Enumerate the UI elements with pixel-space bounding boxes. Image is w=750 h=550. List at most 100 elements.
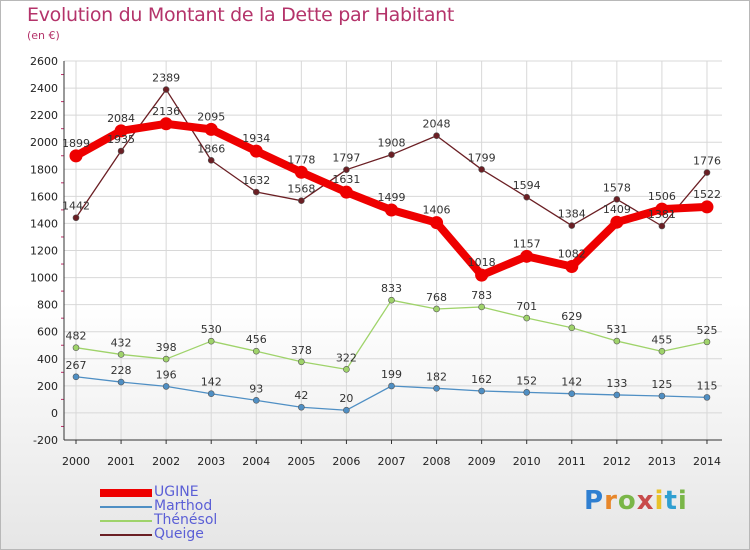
data-point <box>384 203 398 217</box>
data-point <box>658 392 666 400</box>
x-tick-label: 2006 <box>332 455 360 468</box>
data-point <box>433 384 440 392</box>
data-label: 267 <box>66 359 87 372</box>
data-label: 1908 <box>377 137 405 150</box>
data-label: 1866 <box>197 142 225 155</box>
data-point <box>162 383 170 390</box>
data-label: 115 <box>696 379 717 392</box>
data-label: 1594 <box>513 179 541 192</box>
data-label: 768 <box>426 291 447 304</box>
data-point <box>565 259 579 273</box>
data-point <box>159 117 173 131</box>
legend-swatch-marthod <box>100 506 152 508</box>
y-tick-label: 200 <box>37 380 58 393</box>
y-tick-label: 400 <box>37 353 58 366</box>
data-label: 1631 <box>332 173 360 186</box>
data-label: 228 <box>111 364 132 377</box>
data-label: 152 <box>516 374 537 387</box>
data-point <box>568 222 576 229</box>
y-tick-label: 2000 <box>30 136 58 149</box>
data-point <box>298 358 305 366</box>
data-label: 701 <box>516 300 537 313</box>
data-point <box>69 149 83 163</box>
x-tick-label: 2008 <box>423 455 451 468</box>
data-point <box>610 215 624 229</box>
data-point <box>613 196 621 203</box>
data-label: 1578 <box>603 181 631 194</box>
data-label: 20 <box>339 392 353 405</box>
data-label: 322 <box>336 351 357 364</box>
legend-label-marthod: Marthod <box>154 498 213 514</box>
data-point <box>430 216 444 230</box>
data-point <box>117 147 125 155</box>
legend-label-queige: Queige <box>154 526 204 542</box>
data-point <box>703 338 711 346</box>
data-label: 432 <box>111 336 132 349</box>
data-label: 1506 <box>648 190 676 203</box>
data-label: 629 <box>561 310 582 323</box>
data-label: 1778 <box>287 153 315 166</box>
data-point <box>475 268 489 282</box>
x-tick-label: 2002 <box>152 455 180 468</box>
data-label: 2389 <box>152 72 180 85</box>
data-point <box>72 344 80 351</box>
logo-letter: o <box>617 486 637 516</box>
data-point <box>703 169 711 176</box>
data-label: 42 <box>294 389 308 402</box>
data-label: 1797 <box>332 152 360 165</box>
data-point <box>162 86 170 93</box>
data-label: 1381 <box>648 208 676 221</box>
data-point <box>478 387 485 395</box>
data-point <box>249 144 263 158</box>
data-point <box>520 249 534 263</box>
data-label: 1157 <box>513 237 541 250</box>
axes: -200 0 200 400 600 800 1000 1200 1400 1600 1800 200… <box>30 55 722 468</box>
data-label: 162 <box>471 373 492 386</box>
y-tick-label: -200 <box>33 434 58 447</box>
data-label: 482 <box>66 330 87 343</box>
data-label: 1935 <box>107 133 135 146</box>
data-point <box>433 132 440 140</box>
data-point <box>478 303 485 311</box>
x-tick-label: 2003 <box>197 455 225 468</box>
data-label: 1776 <box>693 155 721 168</box>
data-label: 182 <box>426 370 447 383</box>
data-label: 1082 <box>558 247 586 260</box>
data-point <box>252 347 260 355</box>
data-point <box>117 378 125 386</box>
data-point <box>343 406 350 414</box>
data-label: 1934 <box>242 132 270 145</box>
data-point <box>523 389 531 396</box>
x-tick-label: 2005 <box>287 455 315 468</box>
data-label: 2084 <box>107 112 135 125</box>
logo-letter: i <box>677 486 688 516</box>
data-point <box>298 197 305 204</box>
y-tick-label: 2600 <box>30 55 58 68</box>
data-point <box>294 165 308 179</box>
chart-unit: (en €) <box>27 29 60 42</box>
data-point <box>343 366 350 373</box>
data-label: 1568 <box>287 183 315 196</box>
data-point <box>658 222 666 230</box>
y-tick-label: 1600 <box>30 190 58 203</box>
data-label: 2095 <box>197 110 225 123</box>
data-point <box>207 337 215 345</box>
data-label: 1899 <box>62 137 90 150</box>
data-label: 398 <box>156 341 177 354</box>
y-tick-label: 600 <box>37 326 58 339</box>
data-labels: 1442 1935 2389 1866 1632 1568 1797 1908 2048 1799… <box>62 72 721 406</box>
data-point <box>388 296 395 304</box>
data-point <box>72 373 80 381</box>
data-label: 142 <box>561 376 582 389</box>
y-tick-label: 1200 <box>30 245 58 258</box>
data-label: 2136 <box>152 105 180 118</box>
y-tick-label: 1400 <box>30 217 58 230</box>
data-point <box>655 202 669 216</box>
data-label: 93 <box>249 382 263 395</box>
x-tick-label: 2012 <box>603 455 631 468</box>
data-label: 1632 <box>242 174 270 187</box>
data-label: 530 <box>201 323 222 336</box>
data-label: 1018 <box>468 256 496 269</box>
data-label: 196 <box>156 368 177 381</box>
